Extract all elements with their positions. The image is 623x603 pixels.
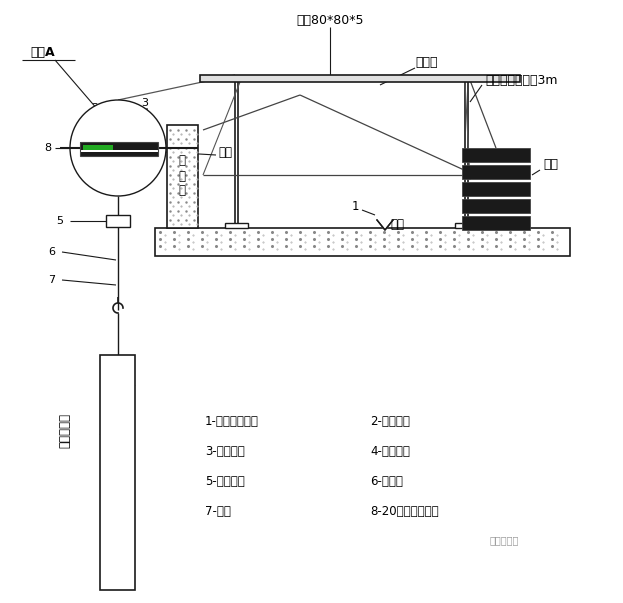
- Bar: [80, 142, 158, 156]
- Text: 1-吊篮支架装置: 1-吊篮支架装置: [205, 415, 259, 428]
- Text: 配重: 配重: [543, 159, 558, 171]
- Text: 女
儿
墙: 女 儿 墙: [179, 154, 186, 198]
- Bar: [462, 165, 530, 179]
- Text: 5: 5: [57, 216, 64, 226]
- Bar: [462, 182, 530, 196]
- Text: 方钢80*80*5: 方钢80*80*5: [297, 13, 364, 27]
- Text: 单元式幕墙: 单元式幕墙: [59, 412, 72, 447]
- Text: 焊接: 焊接: [218, 145, 232, 159]
- Text: 8-20号工字钢环形: 8-20号工字钢环形: [370, 505, 439, 518]
- Bar: [462, 148, 530, 162]
- Bar: [167, 125, 198, 228]
- Bar: [100, 355, 135, 590]
- Text: 6: 6: [49, 247, 55, 257]
- Bar: [155, 228, 570, 256]
- Text: 1: 1: [351, 201, 359, 213]
- Text: 2-凹形钢板: 2-凹形钢板: [370, 415, 410, 428]
- Text: 7-吊钩: 7-吊钩: [205, 505, 231, 518]
- Text: 6-钢丝绳: 6-钢丝绳: [370, 475, 403, 488]
- Text: 4-矩形钢板: 4-矩形钢板: [370, 445, 410, 458]
- Bar: [200, 75, 520, 82]
- Circle shape: [70, 100, 166, 196]
- Bar: [80, 146, 158, 150]
- Text: 吊栏间距不大于3m: 吊栏间距不大于3m: [485, 74, 558, 86]
- Text: 3: 3: [141, 98, 148, 108]
- Bar: [80, 142, 158, 146]
- Text: 3: 3: [92, 103, 98, 113]
- Text: 钢丝绳: 钢丝绳: [415, 55, 437, 69]
- Text: 逻辑丁施工: 逻辑丁施工: [490, 535, 520, 545]
- Bar: [80, 152, 158, 156]
- Text: 屋面: 屋面: [390, 218, 404, 232]
- Bar: [225, 223, 248, 228]
- Text: 8: 8: [44, 143, 52, 153]
- Bar: [462, 199, 530, 213]
- Text: 5-电动葫芦: 5-电动葫芦: [205, 475, 245, 488]
- Bar: [83, 145, 113, 150]
- Text: 7: 7: [49, 275, 55, 285]
- Text: 3-高强螺栓: 3-高强螺栓: [205, 445, 245, 458]
- Bar: [455, 223, 478, 228]
- Bar: [106, 215, 130, 227]
- Text: 节点A: 节点A: [30, 46, 55, 60]
- Bar: [462, 216, 530, 230]
- Polygon shape: [377, 220, 393, 230]
